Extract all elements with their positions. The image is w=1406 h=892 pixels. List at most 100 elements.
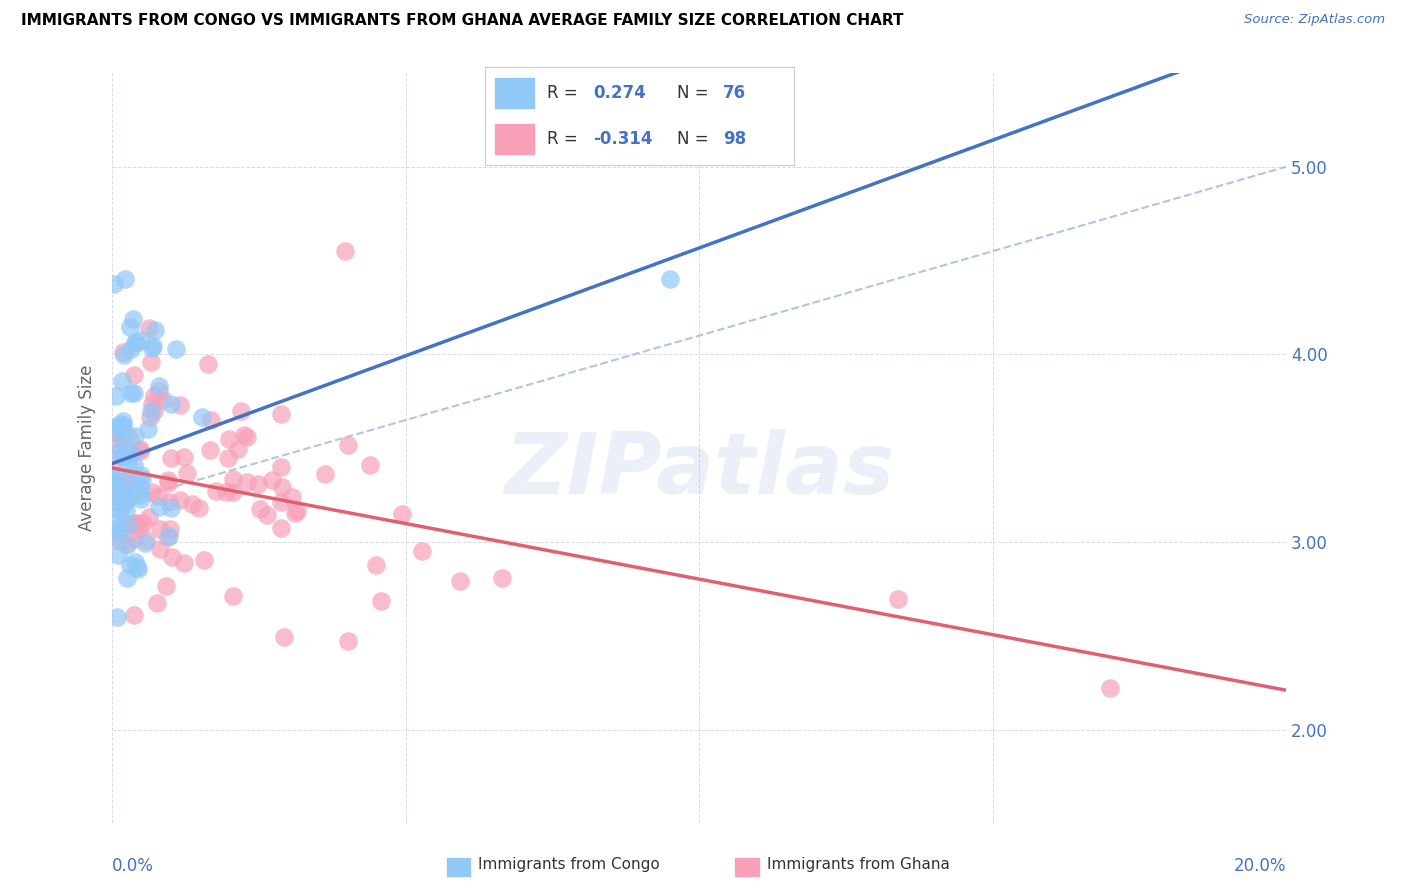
Point <box>110 417 132 432</box>
Point <box>149 541 172 556</box>
Point <box>138 510 160 524</box>
Point <box>115 538 138 552</box>
Point <box>270 459 292 474</box>
Point <box>143 404 166 418</box>
Point <box>104 478 127 492</box>
Text: 20.0%: 20.0% <box>1233 857 1286 875</box>
Bar <box>495 77 534 109</box>
Point <box>114 348 136 362</box>
Point <box>887 592 910 607</box>
Point <box>229 403 252 417</box>
Point <box>335 244 357 259</box>
Point <box>173 556 195 570</box>
Point <box>138 410 160 425</box>
Point <box>122 608 145 623</box>
Point <box>491 571 513 585</box>
Point <box>449 574 471 588</box>
Point <box>165 343 187 357</box>
Point <box>246 476 269 491</box>
Point <box>157 475 180 490</box>
Point <box>103 523 125 537</box>
Point <box>336 634 359 648</box>
Point <box>114 502 136 516</box>
Point <box>107 548 129 562</box>
Point <box>104 480 127 494</box>
Point <box>236 430 259 444</box>
Text: ZIPatlas: ZIPatlas <box>503 429 894 512</box>
Point <box>108 523 131 537</box>
Point <box>146 489 169 503</box>
Text: R =: R = <box>547 84 583 102</box>
Point <box>117 472 139 486</box>
Point <box>141 341 163 355</box>
Point <box>205 483 228 498</box>
Point <box>260 473 283 487</box>
Point <box>155 579 177 593</box>
Point <box>103 476 125 491</box>
Point <box>188 501 211 516</box>
Point <box>125 335 148 350</box>
Text: 98: 98 <box>723 130 747 148</box>
Point <box>142 339 165 353</box>
Point <box>197 357 219 371</box>
Point <box>215 485 238 500</box>
Point <box>125 560 148 574</box>
Point <box>134 536 156 550</box>
Point <box>359 458 381 472</box>
Point <box>270 521 292 535</box>
Point <box>146 596 169 610</box>
Point <box>104 531 127 545</box>
Point <box>121 484 143 499</box>
Point <box>124 445 146 459</box>
Point <box>114 474 136 488</box>
Point <box>135 533 157 547</box>
Point <box>117 458 139 472</box>
Point <box>159 522 181 536</box>
Point <box>105 610 128 624</box>
Point <box>148 384 170 398</box>
Point <box>103 277 125 291</box>
Point <box>117 483 139 498</box>
Point <box>193 553 215 567</box>
Text: 0.274: 0.274 <box>593 84 647 102</box>
Point <box>115 571 138 585</box>
Point <box>162 549 184 564</box>
Point <box>105 389 128 403</box>
Point <box>121 312 143 326</box>
Point <box>108 419 131 434</box>
Point <box>128 488 150 502</box>
Point <box>103 471 125 485</box>
Point <box>125 516 148 531</box>
Point <box>124 516 146 530</box>
Point <box>104 419 127 434</box>
Point <box>181 497 204 511</box>
Point <box>111 374 134 388</box>
Point <box>200 412 222 426</box>
Point <box>222 589 245 603</box>
Text: N =: N = <box>676 84 714 102</box>
Point <box>281 491 304 505</box>
Point <box>131 472 153 486</box>
Point <box>131 480 153 494</box>
Point <box>157 530 180 544</box>
Point <box>169 493 191 508</box>
Point <box>169 398 191 412</box>
Point <box>270 407 292 421</box>
Point <box>1098 681 1121 696</box>
Point <box>117 518 139 533</box>
Point <box>285 504 308 518</box>
Point <box>176 467 198 481</box>
Point <box>112 417 135 432</box>
Point <box>108 489 131 503</box>
Point <box>138 320 160 334</box>
Point <box>271 480 294 494</box>
Point <box>105 437 128 451</box>
Point <box>314 467 336 482</box>
Y-axis label: Average Family Size: Average Family Size <box>79 365 96 532</box>
Point <box>105 474 128 488</box>
Bar <box>495 123 534 155</box>
Point <box>114 480 136 494</box>
Point <box>124 334 146 349</box>
Point <box>111 429 134 443</box>
Point <box>112 444 135 458</box>
